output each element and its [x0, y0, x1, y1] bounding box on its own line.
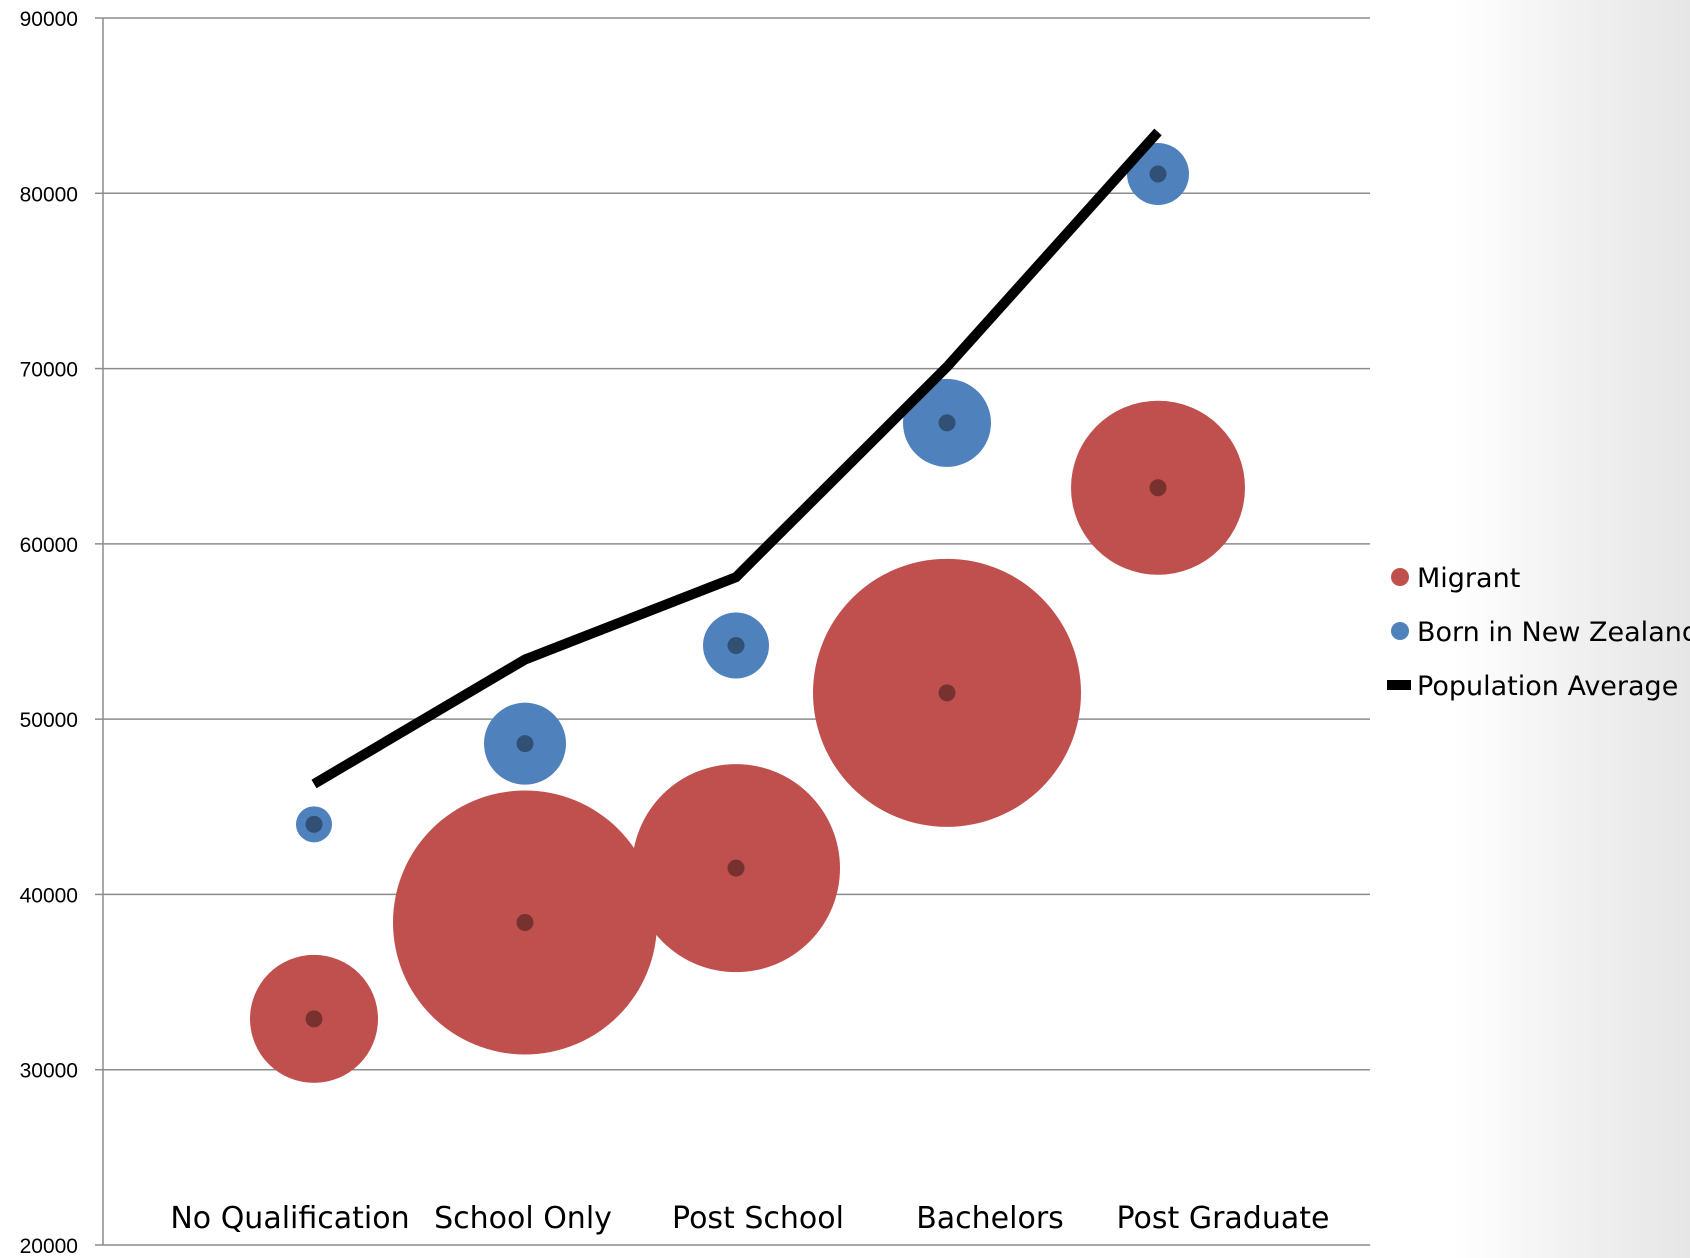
category-label: No Qualification	[170, 1201, 409, 1236]
legend-item: Population Average	[1387, 671, 1678, 702]
category-labels: No Qualification School Only Post School Ba…	[170, 1201, 1329, 1236]
bubble-center-marker	[727, 859, 745, 877]
bubble-center-marker	[938, 414, 956, 432]
legend-item: Migrant	[1391, 563, 1520, 594]
bubble-center-marker	[516, 735, 534, 753]
bubble-center-marker	[727, 637, 745, 655]
y-tick-label: 80000	[20, 183, 78, 206]
bubble-center-marker	[305, 1010, 323, 1028]
gridlines	[103, 17, 1370, 1071]
y-tick-label: 40000	[20, 884, 78, 907]
category-label: Bachelors	[916, 1201, 1064, 1236]
y-tick-labels: 20000 30000 40000 50000 60000 70000 80000 90000	[20, 8, 78, 1258]
y-tick-label: 90000	[20, 8, 78, 31]
population-average-line	[311, 128, 1162, 789]
bubble-center-marker	[305, 815, 323, 833]
bubble-center-marker	[938, 684, 956, 702]
axes	[95, 17, 1370, 1246]
legend-marker	[1391, 568, 1409, 586]
category-label: Post School	[672, 1201, 844, 1236]
y-tick-label: 30000	[20, 1060, 78, 1083]
legend: Migrant Born in New Zealand Population Ave…	[1387, 563, 1690, 702]
y-tick-label: 70000	[20, 359, 78, 382]
y-tick-label: 20000	[20, 1235, 78, 1258]
y-tick-label: 60000	[20, 534, 78, 557]
legend-label: Migrant	[1417, 563, 1520, 594]
legend-marker	[1387, 680, 1411, 690]
bubble-center-marker	[1149, 165, 1167, 183]
legend-marker	[1391, 622, 1409, 640]
legend-label: Population Average	[1417, 671, 1678, 702]
category-label: Post Graduate	[1117, 1201, 1330, 1236]
legend-label: Born in New Zealand	[1417, 617, 1690, 648]
bubble-center-marker	[1149, 479, 1167, 497]
bubbles	[250, 143, 1245, 1083]
average-line	[311, 128, 1162, 789]
category-label: School Only	[434, 1201, 612, 1236]
bubble-center-marker	[516, 913, 534, 931]
y-tick-label: 50000	[20, 709, 78, 732]
legend-item: Born in New Zealand	[1391, 617, 1690, 648]
